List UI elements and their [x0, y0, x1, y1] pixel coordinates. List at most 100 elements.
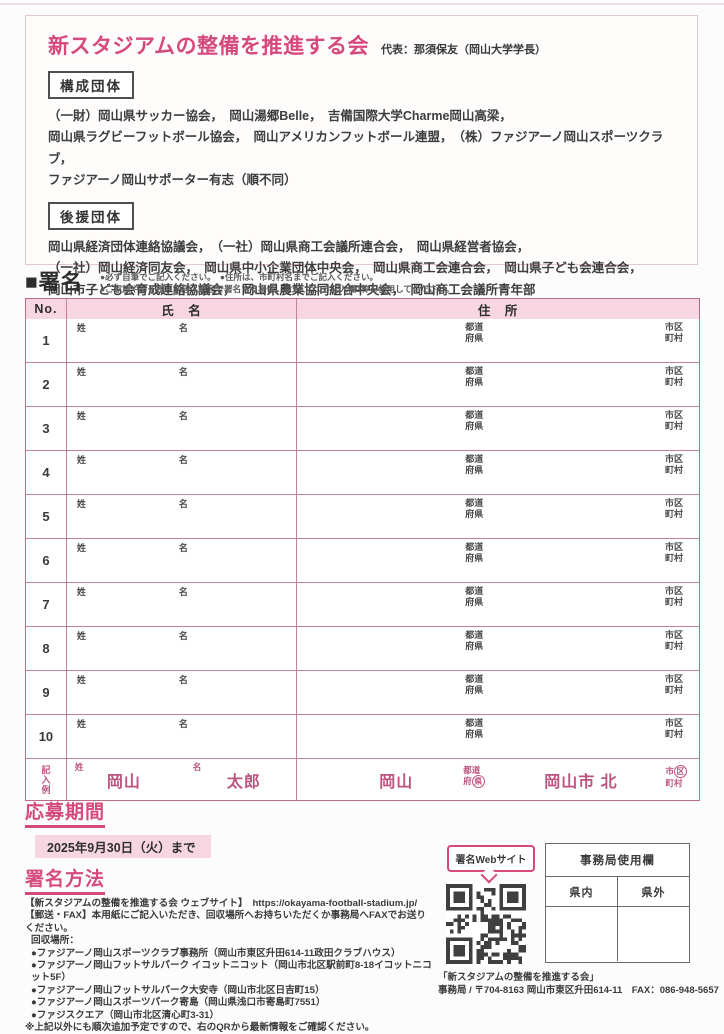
example-city-value: 岡山市 北: [544, 773, 618, 791]
mei-label: 名: [178, 411, 188, 421]
table-header-row: No. 氏 名 住 所: [26, 299, 699, 319]
prefecture-label: 都道 府県: [465, 366, 484, 388]
signature-table: No. 氏 名 住 所 1 姓 名 都道 府県 市区 町村 2 姓 名 都道 府…: [25, 298, 700, 801]
table-row: 7 姓 名 都道 府県 市区 町村: [26, 582, 699, 626]
row-number: 5: [42, 509, 50, 524]
address-input-cell[interactable]: 都道 府県 市区 町村: [296, 715, 699, 758]
name-input-cell[interactable]: 姓 名: [65, 495, 296, 538]
address-input-cell[interactable]: 都道 府県 市区 町村: [296, 671, 699, 714]
example-sei-label: 姓: [74, 762, 84, 772]
sei-label: 姓: [76, 543, 86, 553]
example-row-label: 記入例: [40, 764, 51, 795]
city-label: 市区 町村: [664, 718, 683, 740]
example-city-label: 市区 町村: [665, 765, 687, 788]
signature-note-2: ●ご家族やお子様、同居人数名で署名する場合、お1人につき記入欄1枠を使用してくだ…: [100, 284, 455, 295]
name-input-cell[interactable]: 姓 名: [65, 583, 296, 626]
row-number: 9: [42, 685, 50, 700]
city-label: 市区 町村: [664, 454, 683, 476]
sei-label: 姓: [76, 323, 86, 333]
mei-label: 名: [178, 631, 188, 641]
name-input-cell[interactable]: 姓 名: [65, 407, 296, 450]
prefecture-label: 都道 府県: [465, 630, 484, 652]
office-use-title: 事務局使用欄: [546, 844, 689, 877]
column-header-name: 氏 名: [65, 299, 296, 319]
mei-label: 名: [178, 323, 188, 333]
city-label: 市区 町村: [664, 366, 683, 388]
row-number: 3: [42, 421, 50, 436]
mei-label: 名: [178, 587, 188, 597]
mei-label: 名: [178, 675, 188, 685]
row-number: 7: [42, 597, 50, 612]
location-item: ●ファジアーノ岡山スポーツパーク寄島（岡山県浅口市寄島町7551）: [31, 997, 326, 1009]
website-line: 【新スタジアムの整備を推進する会 ウェブサイト】 https://okayama…: [25, 898, 418, 909]
example-name-cell: 姓 岡山 名 太郎: [65, 759, 296, 800]
office-outside-tally-cell: [617, 907, 689, 961]
sei-label: 姓: [76, 719, 86, 729]
signature-notes: ●必ず自筆でご記入ください。 ●住所は、市町村名までご記入ください。 ●ご家族や…: [100, 271, 454, 296]
example-mei-label: 名: [192, 762, 202, 772]
circled-ku: 区: [673, 765, 687, 778]
address-input-cell[interactable]: 都道 府県 市区 町村: [296, 627, 699, 670]
address-input-cell[interactable]: 都道 府県 市区 町村: [296, 583, 699, 626]
mei-label: 名: [178, 719, 188, 729]
prefecture-label: 都道 府県: [465, 410, 484, 432]
name-input-cell[interactable]: 姓 名: [65, 715, 296, 758]
sei-label: 姓: [76, 411, 86, 421]
prefecture-label: 都道 府県: [465, 454, 484, 476]
example-mei-value: 太郎: [226, 773, 261, 791]
prefecture-label: 都道 府県: [465, 718, 484, 740]
prefecture-label: 都道 府県: [465, 322, 484, 344]
row-number: 10: [38, 729, 54, 744]
example-sei-value: 岡山: [106, 773, 141, 791]
fax-line: 【郵送・FAX】本用紙にご記入いただき、回収場所へお持ちいただくか事務局へFAX…: [25, 910, 427, 934]
city-label: 市区 町村: [664, 322, 683, 344]
example-prefecture-label: 都道 府県: [463, 765, 485, 789]
address-input-cell[interactable]: 都道 府県 市区 町村: [296, 319, 699, 362]
prefecture-label: 都道 府県: [465, 586, 484, 608]
name-input-cell[interactable]: 姓 名: [65, 319, 296, 362]
table-row: 5 姓 名 都道 府県 市区 町村: [26, 494, 699, 538]
footer-block: 「新スタジアムの整備を推進する会」 事務局 / 〒704-8163 岡山市東区升…: [438, 971, 719, 997]
address-input-cell[interactable]: 都道 府県 市区 町村: [296, 363, 699, 406]
mei-label: 名: [178, 543, 188, 553]
name-input-cell[interactable]: 姓 名: [65, 451, 296, 494]
address-input-cell[interactable]: 都道 府県 市区 町村: [296, 451, 699, 494]
address-input-cell[interactable]: 都道 府県 市区 町村: [296, 539, 699, 582]
qr-code-icon: [446, 884, 526, 964]
office-col-outside: 県外: [617, 877, 689, 906]
name-input-cell[interactable]: 姓 名: [65, 539, 296, 582]
name-input-cell[interactable]: 姓 名: [65, 627, 296, 670]
address-input-cell[interactable]: 都道 府県 市区 町村: [296, 495, 699, 538]
name-input-cell[interactable]: 姓 名: [65, 671, 296, 714]
period-heading: 応募期間: [25, 797, 106, 828]
sei-label: 姓: [76, 367, 86, 377]
page-title: 新スタジアムの整備を推進する会: [48, 35, 370, 58]
mei-label: 名: [178, 367, 188, 377]
prefecture-label: 都道 府県: [465, 542, 484, 564]
table-row: 10 姓 名 都道 府県 市区 町村: [26, 714, 699, 758]
row-number: 8: [42, 641, 50, 656]
prefecture-label: 都道 府県: [465, 498, 484, 520]
collection-label: 回収場所：: [31, 935, 79, 947]
prefecture-label: 都道 府県: [465, 674, 484, 696]
table-body: 1 姓 名 都道 府県 市区 町村 2 姓 名 都道 府県 市区 町村 3 姓 …: [26, 319, 699, 758]
signature-heading: ■署名: [25, 271, 83, 294]
table-row: 1 姓 名 都道 府県 市区 町村: [26, 319, 699, 362]
method-block: 【新スタジアムの整備を推進する会 ウェブサイト】 https://okayama…: [25, 898, 435, 1034]
name-input-cell[interactable]: 姓 名: [65, 363, 296, 406]
address-input-cell[interactable]: 都道 府県 市区 町村: [296, 407, 699, 450]
row-number: 1: [42, 333, 50, 348]
member-orgs-label: 構成団体: [48, 71, 134, 99]
sei-label: 姓: [76, 587, 86, 597]
city-label: 市区 町村: [664, 410, 683, 432]
example-address-value: 岡山: [379, 773, 414, 791]
footer-contact: 事務局 / 〒704-8163 岡山市東区升田614-11 FAX：086-94…: [438, 985, 719, 996]
representative-name: 代表：那須保友（岡山大学学長）: [381, 44, 547, 56]
office-col-inside: 県内: [569, 886, 594, 899]
sei-label: 姓: [76, 631, 86, 641]
web-signature-bubble: 署名Webサイト: [447, 845, 535, 872]
mei-label: 名: [178, 499, 188, 509]
office-inside-tally-cell: [546, 907, 617, 961]
footer-org-name: 「新スタジアムの整備を推進する会」: [438, 972, 599, 983]
table-row: 9 姓 名 都道 府県 市区 町村: [26, 670, 699, 714]
